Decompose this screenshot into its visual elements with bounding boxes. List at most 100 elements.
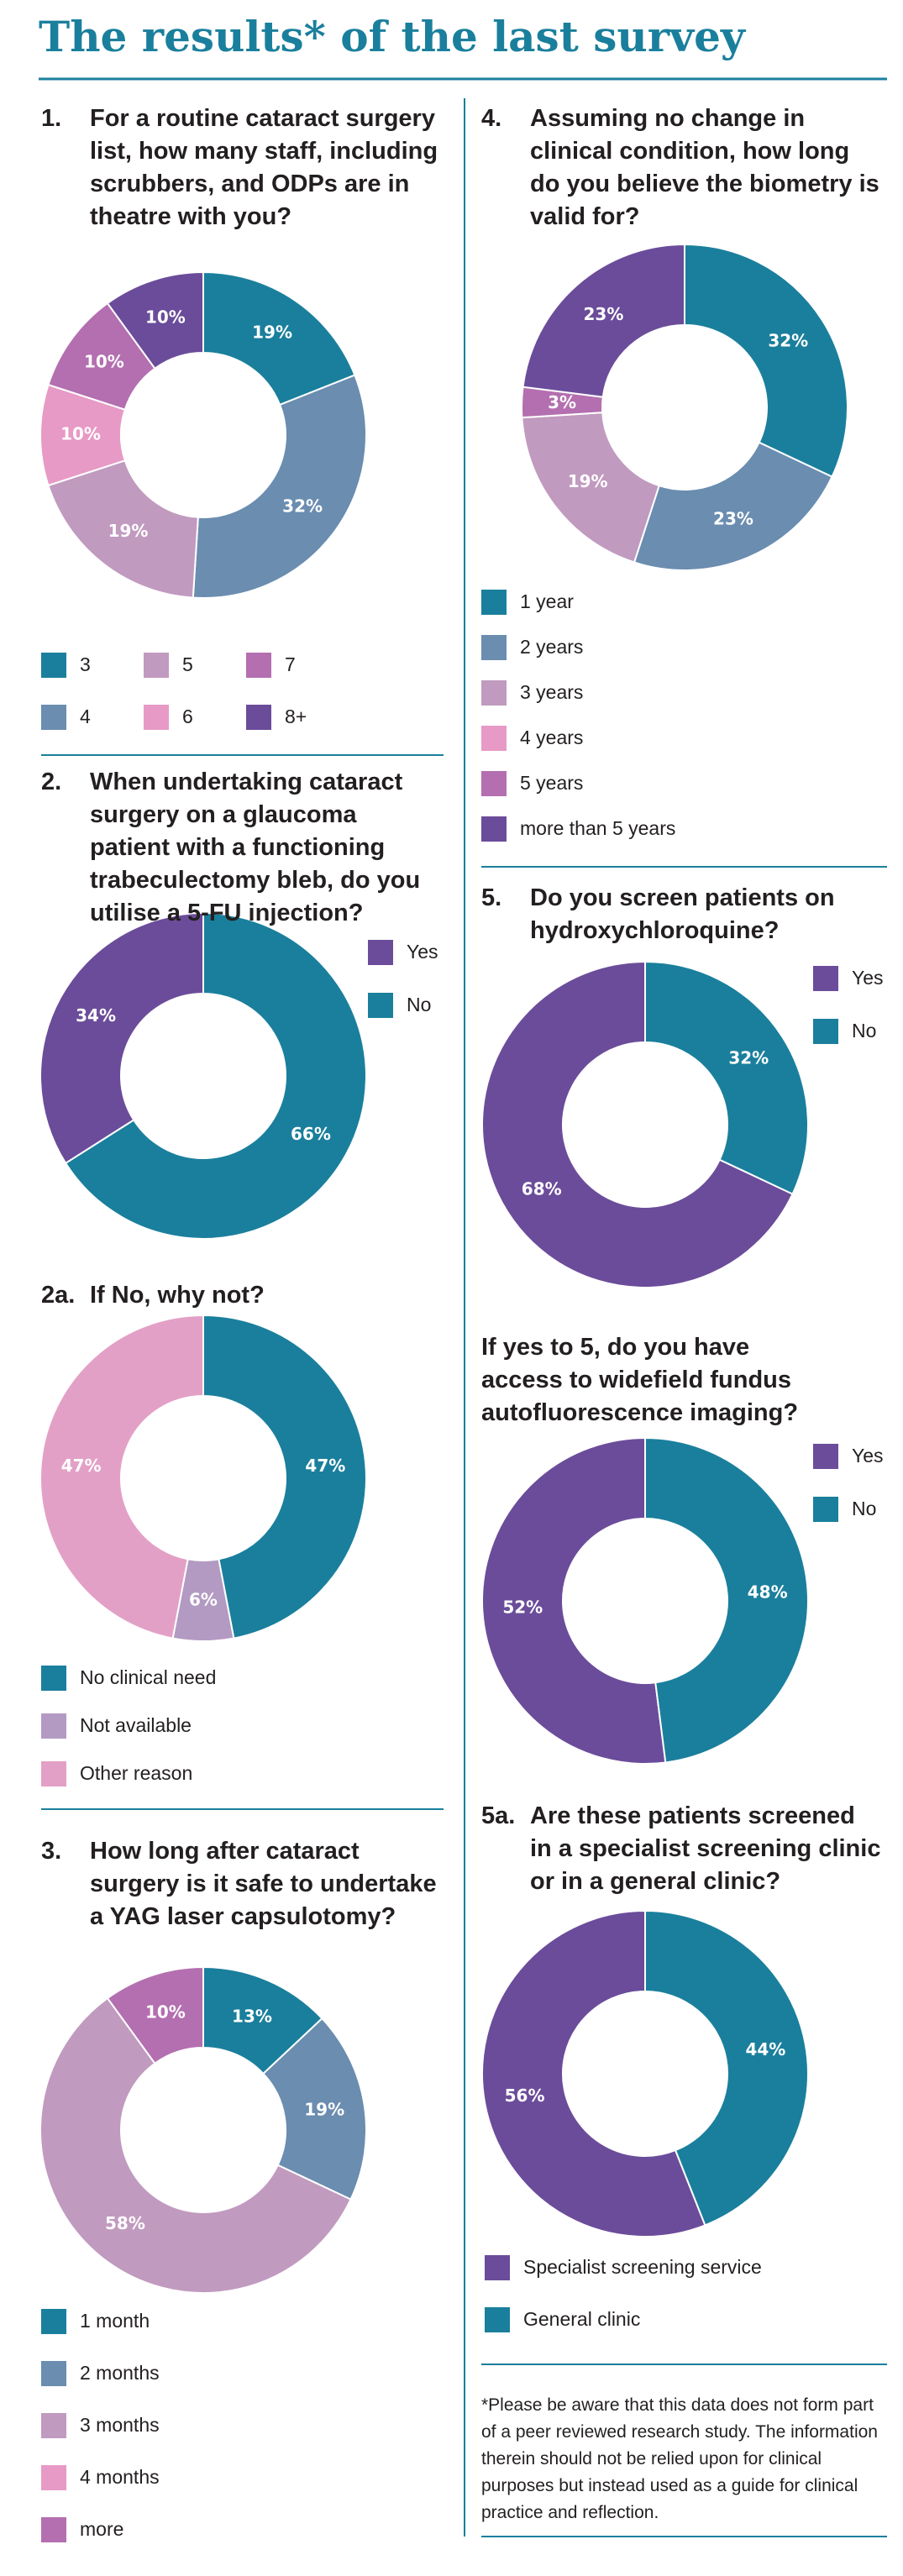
donut-slice	[262, 2017, 367, 2201]
legend-label: 4 months	[80, 2466, 160, 2488]
legend-label: 6	[182, 706, 193, 727]
legend-label: 3 months	[80, 2414, 160, 2436]
question-text: If yes to 5, do you have access to widef…	[481, 1334, 799, 1426]
slice-label: 19%	[108, 521, 149, 541]
legend-swatch	[485, 2255, 510, 2280]
legend-label: General clinic	[523, 2308, 640, 2330]
donut-slice	[644, 1436, 809, 1764]
slice-label: 10%	[145, 307, 186, 328]
legend-swatch	[481, 771, 507, 796]
legend-label: 1 year	[520, 590, 574, 612]
legend-label: No	[852, 1020, 876, 1041]
question-number: 5a.	[481, 1802, 516, 1829]
legend-label: No	[852, 1498, 876, 1519]
legend-swatch	[368, 993, 393, 1018]
slice-label: 19%	[568, 471, 608, 491]
legend-label: 8+	[285, 706, 307, 727]
legend-label: 2 months	[80, 2362, 160, 2384]
footnote: *Please be aware that this data does not…	[481, 2395, 878, 2522]
legend-label: No	[407, 994, 431, 1015]
question-number: 3.	[41, 1838, 62, 1865]
slice-label: 52%	[502, 1598, 543, 1618]
question-number: 2a.	[41, 1282, 76, 1309]
legend-swatch	[481, 816, 507, 842]
donut-slice	[106, 1965, 204, 2065]
legend-swatch	[41, 1761, 66, 1786]
legend-swatch	[485, 2307, 510, 2332]
legend-swatch	[41, 1666, 66, 1691]
donut-slice	[481, 960, 794, 1288]
legend-label: 3 years	[520, 681, 583, 703]
legend-swatch	[41, 1713, 66, 1739]
legend-label: 4	[80, 706, 91, 727]
legend-swatch	[481, 680, 507, 706]
slice-label: 32%	[728, 1047, 769, 1068]
slice-label: 58%	[105, 2213, 145, 2233]
legend-label: Specialist screening service	[523, 2256, 762, 2278]
slice-label: 23%	[713, 508, 753, 528]
donut-slice	[106, 270, 204, 370]
slice-label: 10%	[145, 2002, 186, 2023]
donut-slice	[202, 270, 356, 407]
legend-swatch	[41, 2309, 66, 2334]
legend-swatch	[246, 705, 271, 730]
question-text: When undertaking cataract surgery on a g…	[90, 769, 421, 926]
question-text: For a routine cataract surgery list, how…	[90, 105, 438, 230]
legend-label: Not available	[80, 1714, 192, 1736]
slice-label: 32%	[768, 330, 808, 350]
slice-label: 32%	[282, 496, 323, 516]
donut-slice	[521, 412, 660, 564]
slice-label: 23%	[584, 304, 624, 324]
legend-swatch	[41, 2361, 66, 2386]
legend-swatch	[813, 966, 838, 991]
legend-label: 3	[80, 653, 91, 675]
slice-label: 56%	[505, 2085, 545, 2106]
slice-label: 3%	[548, 392, 576, 412]
question-number: 5.	[481, 884, 502, 911]
donut-slice	[39, 1996, 352, 2294]
slice-label: 19%	[304, 2100, 344, 2120]
slice-label: 66%	[291, 1124, 331, 1144]
legend-label: more than 5 years	[520, 817, 675, 839]
slice-label: 19%	[252, 323, 292, 343]
donut-slice	[522, 243, 685, 398]
legend-swatch	[41, 2465, 66, 2490]
donut-slice	[192, 374, 367, 599]
slice-label: 47%	[61, 1456, 102, 1476]
slice-label: 44%	[745, 2039, 785, 2059]
legend-label: Other reason	[80, 1762, 192, 1784]
legend-swatch	[41, 2413, 66, 2438]
donut-slice	[64, 911, 367, 1240]
donut-slice	[644, 1909, 809, 2227]
legend-swatch	[481, 590, 507, 615]
legend-label: 2 years	[520, 636, 583, 658]
donut-slice	[47, 459, 199, 599]
legend-label: 5	[182, 653, 193, 675]
legend-swatch	[246, 653, 271, 678]
legend-label: Yes	[407, 941, 438, 963]
legend-swatch	[41, 653, 66, 678]
legend-label: Yes	[852, 1445, 884, 1466]
donut-slice	[633, 441, 833, 571]
question-number: 2.	[41, 769, 62, 795]
donut-slice	[684, 243, 848, 478]
legend-label: 5 years	[520, 772, 583, 794]
legend-label: No clinical need	[80, 1666, 216, 1688]
question-text: Assuming no change in clinical condition…	[530, 105, 879, 230]
question-text: If No, why not?	[90, 1282, 265, 1309]
legend-swatch	[813, 1019, 838, 1044]
slice-label: 10%	[60, 424, 101, 444]
slice-label: 48%	[748, 1582, 788, 1602]
legend-swatch	[481, 635, 507, 660]
question-number: 1.	[41, 105, 62, 132]
page-title: The results* of the last survey	[39, 12, 745, 61]
legend-label: 4 years	[520, 727, 583, 748]
question-number: 4.	[481, 105, 502, 132]
slice-label: 13%	[232, 2007, 272, 2027]
donut-slice	[481, 1909, 706, 2238]
donut-slice	[202, 1314, 367, 1640]
slice-label: 47%	[305, 1456, 345, 1476]
legend-label: more	[80, 2518, 123, 2540]
